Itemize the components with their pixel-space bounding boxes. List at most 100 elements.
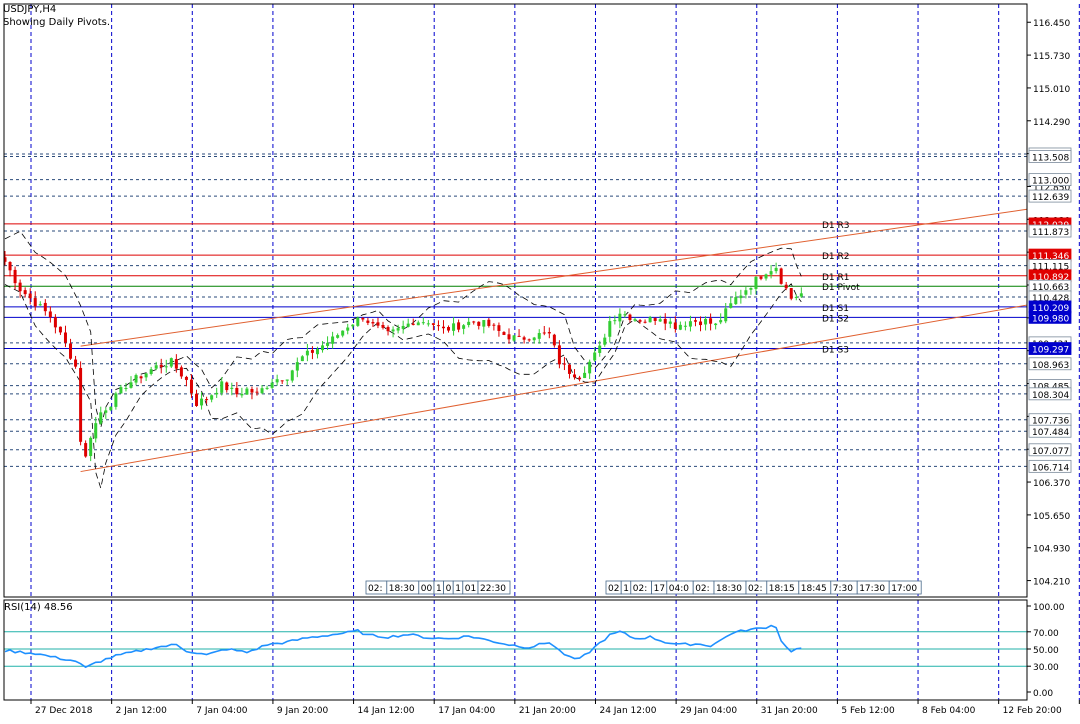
- candle-body: [174, 359, 178, 369]
- price-label: 107.736: [1032, 417, 1069, 427]
- candle-body: [406, 323, 410, 327]
- candle-body: [205, 399, 209, 401]
- price-label: 113.508: [1032, 153, 1069, 163]
- candle-body: [13, 269, 17, 284]
- session-tag: 04:0: [669, 584, 689, 594]
- candle-body: [719, 320, 723, 323]
- price-label: 107.484: [1032, 428, 1069, 438]
- candle-body: [663, 318, 667, 324]
- rsi-tick-label: 30.00: [1033, 663, 1059, 673]
- price-tick-label: 114.290: [1033, 118, 1070, 128]
- price-label: 109.980: [1032, 314, 1069, 324]
- candle-body: [285, 379, 289, 381]
- time-tick-label: 17 Jan 04:00: [438, 706, 495, 716]
- candle-body: [290, 370, 294, 381]
- candle-body: [658, 319, 662, 322]
- candle-body: [749, 288, 753, 290]
- price-tick-label: 106.370: [1033, 479, 1070, 489]
- candle-body: [164, 366, 168, 368]
- candle-body: [134, 375, 138, 383]
- candle-body: [210, 395, 214, 400]
- candle-body: [169, 358, 173, 367]
- candle-body: [300, 356, 304, 362]
- candle-body: [598, 345, 602, 353]
- candle-body: [361, 317, 365, 320]
- session-tag: 18:30: [389, 584, 415, 594]
- price-label: 109.297: [1032, 346, 1069, 356]
- price-levels: [4, 153, 1027, 467]
- candle-body: [139, 376, 143, 379]
- session-tag: 18:45: [801, 584, 827, 594]
- candle-body: [648, 317, 652, 323]
- session-tag: 18:15: [769, 584, 795, 594]
- session-tag: 0: [446, 584, 452, 594]
- price-tick-label: 105.650: [1033, 512, 1070, 522]
- time-tick-label: 12 Feb 20:00: [1003, 706, 1062, 716]
- candle-body: [759, 276, 763, 279]
- rsi-tick-label: 0.00: [1033, 689, 1053, 699]
- candle-body: [588, 361, 592, 374]
- rsi-pane-frame: [3, 599, 1028, 701]
- time-tick-label: 14 Jan 12:00: [358, 706, 415, 716]
- candle-body: [321, 345, 325, 351]
- price-label: 110.428: [1032, 294, 1069, 304]
- candle-body: [527, 339, 531, 341]
- candle-body: [462, 325, 466, 329]
- session-tag: 17: [654, 584, 665, 594]
- candle-body: [255, 391, 259, 393]
- pivot-label: D1 S1: [822, 304, 849, 314]
- candle-body: [557, 345, 561, 365]
- time-tick-label: 31 Jan 20:00: [761, 706, 818, 716]
- pivot-label: D1 R3: [822, 221, 850, 231]
- candle-body: [537, 333, 541, 339]
- candle-body: [578, 377, 582, 380]
- candlesticks: [3, 251, 803, 462]
- candle-body: [633, 319, 637, 321]
- frames: [3, 3, 1028, 701]
- candle-body: [457, 322, 461, 330]
- candle-body: [502, 332, 506, 335]
- candle-body: [487, 319, 491, 326]
- candle-body: [709, 318, 713, 324]
- candle-body: [467, 321, 471, 326]
- session-tag: 1: [436, 584, 442, 594]
- time-tick-label: 9 Jan 20:00: [277, 706, 329, 716]
- price-tick-label: 115.010: [1033, 85, 1070, 95]
- candle-body: [3, 257, 7, 262]
- price-label-box: [1028, 224, 1072, 238]
- channel-line: [80, 304, 1028, 473]
- candle-body: [683, 325, 687, 327]
- candle-body: [376, 322, 380, 326]
- candle-body: [200, 398, 204, 406]
- candle-body: [794, 296, 798, 298]
- candle-body: [159, 364, 163, 367]
- price-tick-label: 112.850: [1033, 183, 1070, 193]
- candle-body: [693, 320, 697, 322]
- candle-body: [497, 325, 501, 331]
- candle-body: [391, 329, 395, 332]
- candle-body: [678, 324, 682, 330]
- candle-body: [507, 334, 511, 340]
- time-tick-label: 7 Jan 04:00: [196, 706, 248, 716]
- candle-body: [295, 362, 299, 371]
- session-tag: 02:: [748, 584, 762, 594]
- candle-body: [326, 342, 330, 346]
- candle-body: [431, 323, 435, 325]
- candle-body: [18, 282, 22, 292]
- price-label-box: [1028, 459, 1072, 473]
- rsi-label: RSI(14) 48.56: [4, 602, 73, 613]
- candle-body: [58, 326, 62, 333]
- chart-subtitle: Showing Daily Pivots.: [3, 17, 110, 28]
- candle-body: [240, 393, 244, 396]
- session-tag-box: [477, 580, 511, 595]
- axes: 116.450115.730115.010114.290113.570112.8…: [30, 19, 1080, 716]
- candle-body: [189, 379, 193, 394]
- candle-body: [149, 369, 153, 374]
- session-tag: 22:30: [480, 584, 506, 594]
- price-label: 108.304: [1032, 391, 1069, 401]
- candle-body: [381, 325, 385, 328]
- rsi-tick-label: 70.00: [1033, 629, 1059, 639]
- candle-body: [275, 379, 279, 383]
